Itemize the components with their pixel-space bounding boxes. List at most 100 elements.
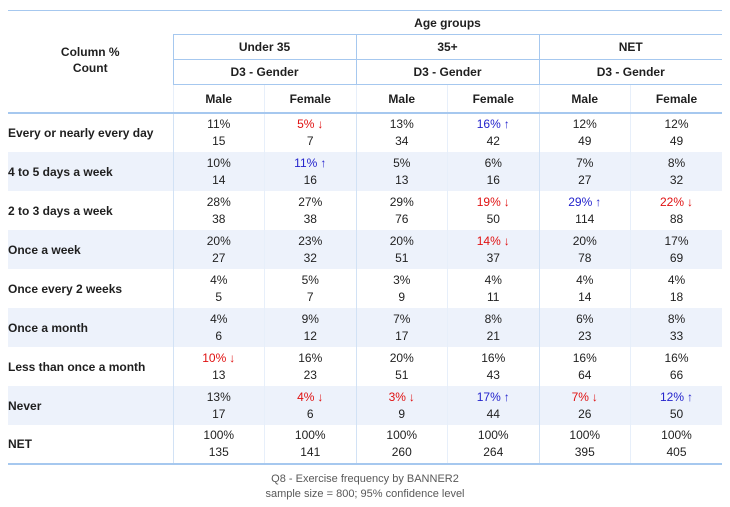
cell-percentage: 13% [206,389,231,404]
significance-up-arrow-icon: ↑ [503,117,510,131]
cell-count: 9 [398,289,406,304]
data-cell: 23% 32 [264,230,356,269]
table-row: Every or nearly every day 11% 15 5% ↓ 7 13% 34 1… [8,113,722,152]
significance-down-arrow-icon: ↓ [229,350,236,365]
data-cell: 10% ↓ 13 [172,347,265,386]
cell-count: 50 [669,406,684,421]
cell-count: 88 [669,211,684,226]
cell-percentage: 4% ↓ [297,389,324,404]
data-cell: 8% 32 [630,152,722,191]
cell-percentage: 4% [210,272,228,287]
data-cell: 16% 64 [538,347,631,386]
data-cell: 100% 405 [630,425,722,465]
cell-count: 141 [300,445,321,459]
data-cell: 20% 27 [172,230,265,269]
cell-percentage: 5% [301,272,319,287]
data-cell: 16% ↑ 42 [447,113,539,152]
data-cell: 29% ↑ 114 [538,191,631,230]
table-header: Age groups Column % Count Under 35 35+ N… [8,10,722,114]
cell-percentage: 16% [572,350,597,365]
cell-percentage: 3% ↓ [388,389,415,404]
cell-percentage: 27% [298,194,323,209]
cell-count: 21 [486,328,500,343]
significance-down-arrow-icon: ↓ [408,389,415,404]
cell-percentage: 5% ↓ [297,117,324,131]
cell-percentage: 16% [664,350,689,365]
data-cell: 12% 49 [538,113,631,152]
cell-count: 6 [306,406,314,421]
data-cell: 4% ↓ 6 [264,386,356,425]
cell-percentage: 7% [393,311,411,326]
cell-count: 26 [578,406,592,421]
column-group-header: Under 35 [172,34,356,60]
row-label: Once a month [8,320,89,335]
data-cell: 4% 5 [172,269,265,308]
row-label: Every or nearly every day [8,126,154,140]
cell-percentage: 100% [386,428,418,442]
cell-count: 27 [212,250,226,265]
cell-percentage: 20% [389,350,414,365]
cell-percentage: 6% [576,311,594,326]
cell-count: 51 [395,250,409,265]
significance-down-arrow-icon: ↓ [687,194,694,209]
cell-count: 38 [212,211,226,226]
column-group-header: 35+ [355,34,539,60]
cell-count: 405 [666,445,687,459]
column-header-male: Male [355,84,448,114]
data-cell: 22% ↓ 88 [630,191,722,230]
cell-count: 5 [215,289,223,304]
cell-percentage: 6% [484,155,502,170]
row-label: NET [8,425,173,465]
cell-percentage: 10% ↓ [202,350,236,365]
cell-count: 44 [486,406,500,421]
data-cell: 29% 76 [355,191,448,230]
gender-subheader-row: D3 - Gender D3 - Gender D3 - Gender [8,59,722,85]
column-group-row: Column % Count Under 35 35+ NET [8,34,722,75]
cell-percentage: 20% [389,233,414,248]
banner-title: Age groups [173,10,722,35]
data-cell: 16% 23 [264,347,356,386]
data-cell: 20% 78 [538,230,631,269]
data-cell: 28% 38 [172,191,265,230]
cell-count: 38 [303,211,317,226]
table-row: Once every 2 weeks 4% 5 5% 7 3% 9 4% 11 4% 14 4% 18 [8,269,722,308]
cell-count: 69 [669,250,684,265]
data-cell: 27% 38 [264,191,356,230]
data-cell: 9% 12 [264,308,356,347]
row-label: Once every 2 weeks [8,281,123,296]
cell-percentage: 13% [389,117,414,131]
cell-count: 32 [669,172,684,187]
cell-count: 17 [212,406,226,421]
cell-count: 23 [578,328,592,343]
cell-count: 7 [306,289,314,304]
row-label: Once a week [8,242,81,257]
data-cell: 8% 21 [447,308,539,347]
cell-percentage: 12% ↑ [659,389,694,404]
table-row: Never 13% 17 4% ↓ 6 3% ↓ 9 17% ↑ 44 7% ↓ 26 12% ↑ 50 [8,386,722,425]
cell-percentage: 100% [661,428,692,442]
cell-count: 260 [391,445,412,459]
table-footnote: sample size = 800; 95% confidence level [265,488,465,500]
column-header-male: Male [172,84,265,114]
cell-percentage: 4% [576,272,594,287]
cell-percentage: 17% ↑ [476,389,510,404]
data-cell: 3% 9 [355,269,448,308]
cell-percentage: 20% [206,233,231,248]
cell-count: 114 [575,211,595,226]
cell-percentage: 100% [203,428,235,442]
cell-count: 76 [395,211,409,226]
cell-count: 32 [303,250,317,265]
cell-count: 23 [303,367,317,382]
cell-count: 78 [578,250,592,265]
cell-count: 12 [303,328,317,343]
significance-down-arrow-icon: ↓ [503,233,510,248]
data-cell: 6% 23 [538,308,631,347]
cell-percentage: 16% ↑ [476,117,510,131]
table-row: Less than once a month 10% ↓ 13 16% 23 20% 51 16… [8,347,722,386]
statistic-label-column-pct: Column % [60,44,120,59]
cell-percentage: 29% [389,194,414,209]
gender-subheader: D3 - Gender [355,59,539,85]
data-cell: 100% 260 [355,425,448,465]
data-cell: 12% 49 [630,113,722,152]
